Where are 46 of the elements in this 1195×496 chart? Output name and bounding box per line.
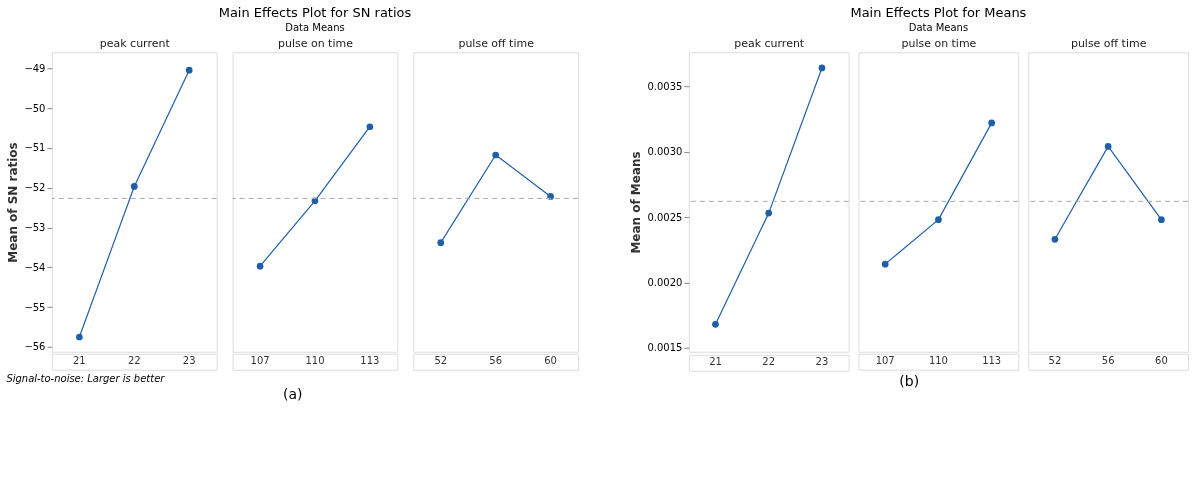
- y-tick-label: 0.0025: [647, 211, 683, 223]
- y-tick-label: 0.0015: [647, 342, 683, 354]
- y-tick-label: −53: [24, 221, 46, 233]
- x-axis-title: pulse off time: [458, 36, 535, 50]
- x-tick-label: 113: [982, 354, 1002, 366]
- x-tick-label: 23: [815, 355, 829, 367]
- y-tick-label: −54: [24, 261, 46, 273]
- x-tick-label: 60: [544, 354, 557, 366]
- y-axis-title: Mean of Means: [629, 151, 644, 254]
- x-tick-label: 21: [73, 354, 86, 366]
- x-axis-title: pulse off time: [1070, 36, 1147, 50]
- x-tick-label: 110: [928, 354, 948, 366]
- x-tick-label: 22: [762, 355, 776, 367]
- chart-subtitle: Data Means: [285, 22, 345, 34]
- x-tick-label: 52: [434, 354, 448, 366]
- y-tick-label: −55: [24, 301, 46, 313]
- y-tick-label: 0.0030: [647, 146, 683, 158]
- x-axis-title: pulse on time: [278, 36, 354, 50]
- x-axis-title: pulse on time: [901, 36, 977, 50]
- chart-title: Main Effects Plot for Means: [850, 5, 1027, 21]
- y-axis-title: Mean of SN ratios: [6, 142, 21, 263]
- x-tick-label: 107: [875, 354, 895, 366]
- x-tick-label: 113: [360, 354, 380, 366]
- x-tick-label: 56: [1101, 354, 1115, 366]
- y-tick-label: −52: [24, 182, 46, 194]
- x-tick-label: 21: [709, 355, 722, 367]
- y-tick-label: −56: [24, 341, 46, 353]
- chart-subtitle: Data Means: [908, 22, 969, 34]
- y-tick-label: −51: [24, 142, 46, 154]
- x-tick-label: 60: [1155, 354, 1168, 366]
- x-tick-label: 107: [250, 354, 270, 366]
- y-tick-label: −50: [24, 102, 46, 114]
- y-tick-label: 0.0035: [647, 80, 683, 92]
- y-tick-label: −49: [24, 62, 46, 74]
- text: (a): [282, 386, 303, 403]
- x-tick-label: 22: [127, 354, 141, 366]
- y-tick-label: 0.0020: [647, 276, 683, 288]
- chart-title: Main Effects Plot for SN ratios: [218, 5, 412, 21]
- x-axis-title: peak current: [734, 36, 805, 50]
- x-tick-label: 110: [305, 354, 325, 366]
- x-axis-title: peak current: [99, 36, 171, 50]
- text: (b): [899, 373, 920, 390]
- x-tick-label: 56: [489, 354, 503, 366]
- x-tick-label: 52: [1048, 354, 1062, 366]
- x-tick-label: 23: [182, 354, 196, 366]
- text: Signal-to-noise: Larger is better: [6, 373, 166, 385]
